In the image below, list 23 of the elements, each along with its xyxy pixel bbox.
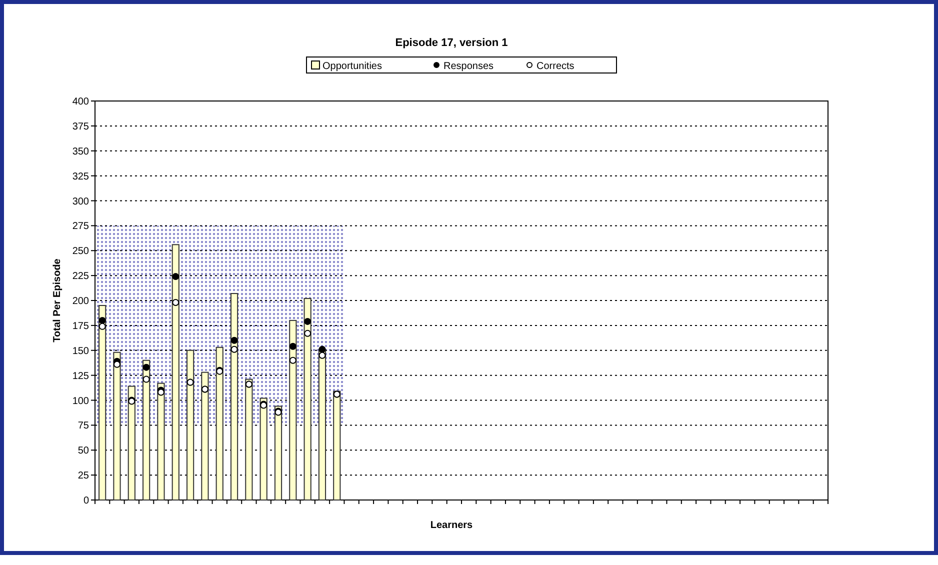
x-axis-title: Learners [430, 520, 474, 531]
y-tick-label: 50 [78, 446, 90, 457]
y-tick-label: 225 [72, 271, 90, 282]
y-tick-label: 275 [72, 221, 90, 232]
y-tick-label: 0 [83, 496, 90, 506]
y-tick-label: 250 [72, 246, 90, 258]
legend-label: Responses [444, 61, 494, 72]
y-tick-label: 150 [72, 346, 90, 357]
y-tick-label: 175 [72, 320, 90, 332]
legend-label: Corrects [536, 61, 574, 72]
y-tick-label: 400 [72, 96, 90, 108]
y-tick-label: 100 [72, 396, 90, 407]
y-tick-label: 125 [72, 370, 90, 382]
y-tick-label: 300 [72, 196, 90, 208]
y-axis-title: Total Per Episode [52, 258, 63, 342]
y-tick-label: 350 [72, 146, 90, 158]
y-tick-label: 200 [72, 296, 90, 307]
y-tick-label: 25 [78, 470, 90, 482]
y-tick-label: 325 [72, 171, 90, 182]
y-tick-label: 75 [78, 420, 90, 432]
chart-title: Episode 17, version 1 [395, 37, 508, 49]
legend-label: Opportunities [322, 61, 382, 72]
y-tick-label: 375 [72, 121, 90, 132]
